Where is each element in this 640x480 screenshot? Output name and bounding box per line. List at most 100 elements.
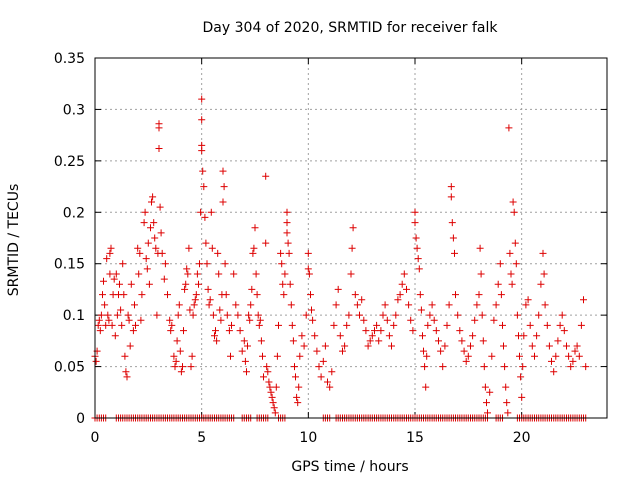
data-point [262,172,270,180]
data-point [356,311,363,319]
data-point [207,208,215,216]
data-point [206,296,214,304]
data-point [195,280,202,288]
data-point [155,145,163,152]
data-point [198,147,206,155]
data-point [400,270,408,278]
data-point [334,285,342,293]
data-point [189,311,197,319]
data-point [108,321,116,329]
data-point [423,352,431,360]
data-point [219,167,227,175]
data-point [348,244,356,252]
data-point [518,393,526,401]
data-point [448,219,456,227]
data-point [257,337,265,345]
data-point [503,399,511,407]
data-point [520,332,528,340]
data-point [166,316,174,324]
data-point [253,291,261,299]
data-point [168,321,176,329]
data-point [381,301,389,309]
data-point [283,219,291,227]
data-point [396,291,404,299]
data-point [214,249,222,257]
data-point [471,316,479,324]
data-point [311,332,319,340]
y-tick-labels: 0 0.05 0.1 0.15 0.2 0.25 0.3 0.35 [54,51,85,427]
data-point [205,301,213,309]
data-point [403,285,410,293]
data-point [499,321,506,329]
data-point [201,213,209,221]
data-point [219,198,227,206]
data-point [262,239,270,247]
data-point [548,357,555,365]
data-point [421,363,429,371]
data-point [330,321,338,329]
data-point [449,234,457,242]
data-point [127,280,135,288]
data-point [158,249,166,257]
data-point [497,291,505,299]
data-point [193,270,201,278]
data-point [360,316,368,324]
y-axis-title: SRMTID / TECUs [6,184,22,297]
data-point [179,363,186,371]
data-point [411,219,419,227]
data-point [295,383,303,391]
data-point [99,291,106,299]
data-point [510,208,518,216]
data-point [407,316,415,324]
data-point [289,337,297,345]
data-point [124,311,132,319]
chart-title: Day 304 of 2020, SRMTID for receiver fal… [203,20,499,36]
data-point [247,301,255,309]
data-point [252,270,260,278]
data-point [212,327,219,335]
data-point [569,357,577,365]
data-point [505,124,513,132]
data-point [506,249,514,257]
data-point [238,347,246,355]
data-point [204,285,212,293]
data-point [277,249,285,257]
data-point [512,260,520,268]
data-point [283,229,291,237]
x-tick-label: 15 [406,430,424,446]
data-point [319,357,327,365]
data-point [373,321,381,329]
data-point [141,208,149,216]
data-point [304,249,312,257]
data-point [428,301,436,309]
data-point [524,296,532,304]
data-point [328,368,336,376]
data-point [420,347,427,355]
data-point [539,249,547,257]
data-point [302,311,310,319]
data-point [265,378,273,386]
data-point [272,383,280,391]
data-point [131,301,138,309]
data-point [184,270,192,278]
data-point [222,291,230,299]
data-point [174,311,182,319]
data-point [150,219,158,227]
data-point [307,291,314,299]
data-point [424,321,432,329]
data-point [469,332,477,340]
data-point [260,373,267,381]
data-point [285,249,293,257]
data-point [96,327,104,335]
data-point [287,301,295,309]
data-point [236,327,244,335]
data-point [243,368,250,376]
y-tick-label: 0.1 [63,308,85,324]
data-point [507,270,515,278]
data-point [199,167,207,175]
data-point [111,332,119,340]
data-point [121,352,129,360]
data-point [417,306,425,314]
